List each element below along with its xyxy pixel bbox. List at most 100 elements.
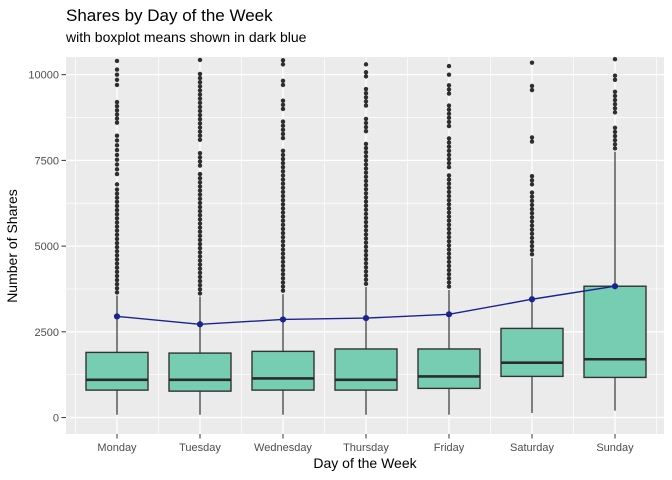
boxplot-thursday-outlier [363, 215, 369, 221]
boxplot-monday-outlier [114, 162, 120, 167]
boxplot-friday-outlier [446, 91, 452, 96]
boxplot-monday-outlier [114, 58, 120, 64]
boxplot-wednesday-outlier [280, 259, 286, 265]
boxplot-monday-outlier [114, 220, 120, 225]
boxplot-monday-outlier [114, 120, 120, 125]
boxplot-saturday-outlier [529, 235, 535, 241]
boxplot-thursday-outlier [363, 170, 369, 175]
boxplot-tuesday-outlier [197, 204, 203, 210]
boxplot-friday-outlier [446, 119, 452, 125]
boxplot-friday-outlier [446, 210, 452, 215]
boxplot-saturday-outlier [529, 248, 535, 253]
boxplot-tuesday-outlier [197, 92, 203, 97]
boxplot-friday-outlier [446, 243, 452, 248]
boxplot-thursday-outlier [363, 145, 369, 151]
boxplot-monday-outlier [114, 253, 120, 258]
boxplot-monday-outlier [114, 232, 120, 237]
boxplot-friday-outlier [446, 197, 452, 203]
boxplot-saturday-outlier [529, 227, 535, 232]
boxplot-friday-outlier [446, 222, 452, 228]
boxplot-friday-outlier [446, 123, 452, 129]
boxplot-friday-outlier [446, 259, 452, 265]
boxplot-monday-outlier [114, 265, 120, 270]
boxplot-tuesday-outlier [197, 133, 203, 138]
boxplot-tuesday-outlier [197, 80, 203, 85]
boxplot-friday-outlier [446, 218, 452, 223]
boxplot-thursday-outlier [363, 191, 369, 196]
boxplot-wednesday-outlier [280, 272, 286, 277]
boxplot-sunday-outlier [612, 106, 618, 111]
mean-point [611, 283, 619, 290]
x-tick-label: Tuesday [179, 442, 221, 454]
mean-point [113, 313, 121, 320]
boxplot-sunday-outlier [612, 137, 618, 143]
boxplot-thursday-outlier [363, 261, 369, 266]
boxplot-wednesday-outlier [280, 226, 286, 232]
boxplot-friday-outlier [446, 103, 452, 108]
boxplot-saturday-outlier [529, 198, 535, 204]
boxplot-wednesday-outlier [280, 202, 286, 207]
boxplot-tuesday-outlier [197, 229, 203, 234]
boxplot-sunday-outlier [612, 110, 618, 115]
boxplot-wednesday-outlier [280, 251, 286, 256]
boxplot-thursday-outlier [363, 277, 369, 282]
boxplot-tuesday-outlier [197, 125, 203, 130]
boxplot-monday-outlier [114, 224, 120, 229]
boxplot-thursday-outlier [363, 154, 369, 159]
boxplot-tuesday-outlier [197, 121, 203, 126]
boxplot-saturday-outlier [529, 219, 535, 224]
boxplot-friday-outlier [446, 83, 452, 88]
boxplot-monday-outlier [114, 281, 120, 287]
boxplot-monday-outlier [114, 133, 120, 138]
chart-title: Shares by Day of the Week [66, 6, 273, 25]
boxplot-saturday-outlier [529, 231, 535, 236]
boxplot-monday-outlier [114, 152, 120, 158]
x-tick-label: Friday [434, 442, 465, 454]
y-tick-label: 7500 [35, 155, 59, 167]
boxplot-friday-outlier [446, 173, 452, 178]
boxplot-monday-outlier [114, 216, 120, 221]
boxplot-friday-outlier [446, 247, 452, 252]
boxplot-wednesday-outlier [280, 82, 286, 88]
boxplot-thursday-outlier [363, 195, 369, 200]
boxplot-thursday-outlier [363, 207, 369, 212]
boxplot-wednesday-outlier [280, 284, 286, 289]
boxplot-wednesday-outlier [280, 131, 286, 137]
boxplot-friday-outlier [446, 255, 452, 260]
boxplot-thursday-outlier [363, 252, 369, 258]
boxplot-monday-outlier [114, 182, 120, 187]
x-tick-label: Wednesday [254, 442, 312, 454]
boxplot-thursday-outlier [363, 273, 369, 278]
boxplot-monday-outlier [114, 147, 120, 153]
boxplot-tuesday-outlier [197, 192, 203, 197]
y-tick-label: 2500 [35, 327, 59, 339]
boxplot-thursday-outlier [363, 240, 369, 245]
boxplot-monday-outlier [114, 104, 120, 109]
boxplot-monday-outlier [114, 199, 120, 205]
boxplot-thursday-outlier [363, 95, 369, 100]
boxplot-thursday-outlier [363, 256, 369, 262]
boxplot-thursday-outlier [363, 178, 369, 184]
boxplot-thursday-outlier [363, 265, 369, 270]
boxplot-wednesday-outlier [280, 106, 286, 112]
boxplot-tuesday-outlier [197, 254, 203, 259]
boxplot-wednesday-outlier [280, 185, 286, 191]
boxplot-tuesday-outlier [197, 188, 203, 193]
boxplot-monday-outlier [114, 108, 120, 113]
boxplot-wednesday-outlier [280, 58, 286, 63]
boxplot-wednesday-outlier [280, 197, 286, 203]
boxplot-friday-outlier [446, 284, 452, 289]
boxplot-friday-outlier [446, 177, 452, 182]
boxplot-wednesday-outlier [280, 127, 286, 133]
boxplot-wednesday-outlier [280, 62, 286, 67]
boxplot-sunday-outlier [612, 97, 618, 103]
boxplot-thursday-outlier [363, 162, 369, 167]
boxplot-friday-outlier [446, 193, 452, 199]
boxplot-wednesday-outlier [280, 123, 286, 128]
boxplot-friday-outlier [446, 156, 452, 162]
boxplot-wednesday-outlier [280, 98, 286, 103]
boxplot-monday-box [85, 351, 149, 391]
boxplot-thursday-outlier [363, 219, 369, 225]
